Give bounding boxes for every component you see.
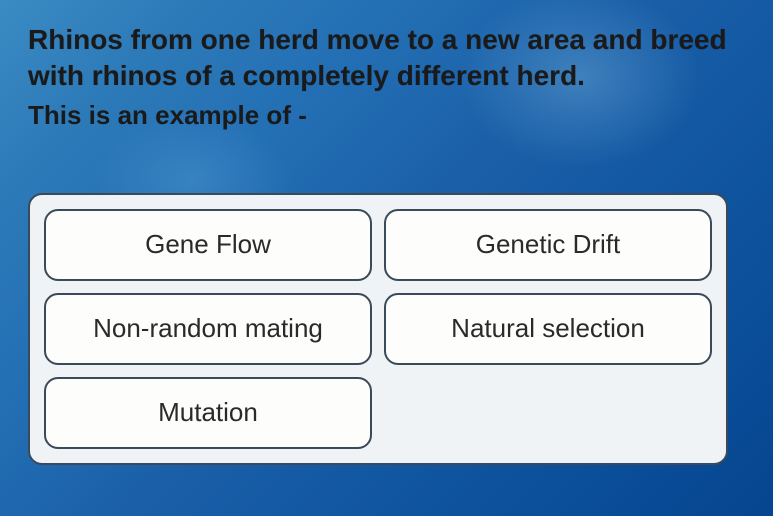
question-prompt: This is an example of - [28,99,745,133]
option-genetic-drift[interactable]: Genetic Drift [384,209,712,281]
option-mutation[interactable]: Mutation [44,377,372,449]
answer-options-panel: Gene Flow Genetic Drift Non-random matin… [28,193,728,465]
quiz-container: Rhinos from one herd move to a new area … [0,0,773,516]
option-non-random-mating[interactable]: Non-random mating [44,293,372,365]
option-gene-flow[interactable]: Gene Flow [44,209,372,281]
option-natural-selection[interactable]: Natural selection [384,293,712,365]
question-scenario: Rhinos from one herd move to a new area … [28,22,745,95]
